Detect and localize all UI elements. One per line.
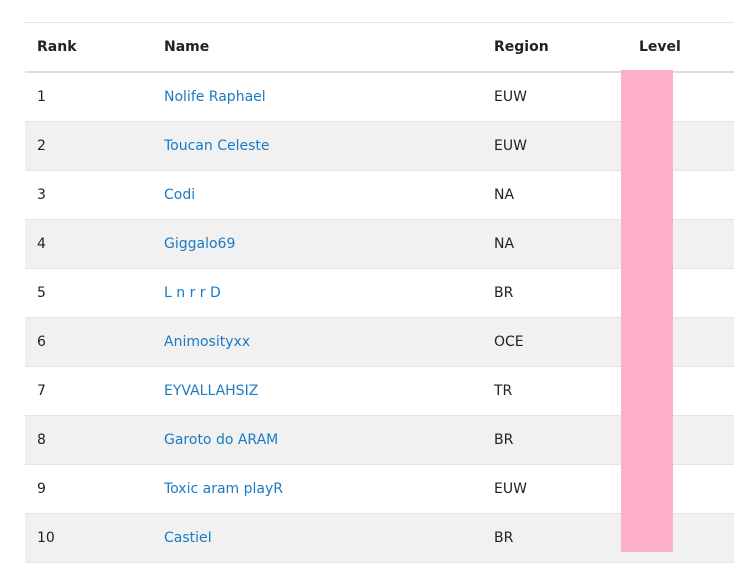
region-cell: TR	[494, 383, 513, 399]
name-cell: Animosityxx	[164, 318, 250, 366]
region-cell: EUW	[494, 138, 527, 154]
table-body: 1 Nolife Raphael EUW 2 Toucan Celeste EUW 3 Cod…	[25, 73, 734, 563]
region-cell: BR	[494, 530, 514, 546]
table-row: 4 Giggalo69 NA	[25, 220, 734, 269]
top-link[interactable]: …	[36, 0, 49, 4]
table-row: 8 Garoto do ARAM BR	[25, 416, 734, 465]
table-row: 9 Toxic aram playR EUW	[25, 465, 734, 514]
name-cell: Toxic aram playR	[164, 465, 283, 513]
level-column-overlay	[621, 70, 673, 552]
name-cell: CastieI	[164, 514, 212, 562]
name-cell: Garoto do ARAM	[164, 416, 278, 464]
name-cell: L n r r D	[164, 269, 221, 317]
region-cell: BR	[494, 432, 514, 448]
name-cell: Giggalo69	[164, 220, 235, 268]
player-name-link[interactable]: Codi	[164, 187, 196, 203]
rank-cell: 5	[37, 285, 46, 301]
rank-cell: 3	[37, 187, 46, 203]
table-row: 6 Animosityxx OCE	[25, 318, 734, 367]
player-name-link[interactable]: Nolife Raphael	[164, 89, 266, 105]
player-name-link[interactable]: EYVALLAHSIZ	[164, 383, 259, 399]
player-name-link[interactable]: L n r r D	[164, 285, 221, 301]
region-cell: NA	[494, 236, 515, 252]
table-row: 1 Nolife Raphael EUW	[25, 73, 734, 122]
region-cell: NA	[494, 187, 515, 203]
table-row: 10 CastieI BR	[25, 514, 734, 563]
region-cell: OCE	[494, 334, 524, 350]
table-row: 7 EYVALLAHSIZ TR	[25, 367, 734, 416]
player-name-link[interactable]: Animosityxx	[164, 334, 251, 350]
name-cell: Codi	[164, 171, 195, 219]
player-name-link[interactable]: Giggalo69	[164, 236, 236, 252]
rank-cell: 10	[37, 530, 55, 546]
table-header-row: Rank Name Region Level	[25, 23, 734, 73]
header-region[interactable]: Region	[494, 39, 549, 55]
rank-cell: 9	[37, 481, 46, 497]
region-cell: EUW	[494, 481, 527, 497]
table-row: 5 L n r r D BR	[25, 269, 734, 318]
name-cell: Toucan Celeste	[164, 122, 270, 170]
header-name[interactable]: Name	[164, 39, 210, 55]
table-row: 3 Codi NA	[25, 171, 734, 220]
rank-cell: 6	[37, 334, 46, 350]
header-level[interactable]: Level	[639, 39, 681, 55]
player-name-link[interactable]: Garoto do ARAM	[164, 432, 279, 448]
rank-cell: 2	[37, 138, 46, 154]
table-row: 2 Toucan Celeste EUW	[25, 122, 734, 171]
rank-cell: 1	[37, 89, 46, 105]
rank-cell: 8	[37, 432, 46, 448]
rank-cell: 4	[37, 236, 46, 252]
region-cell: BR	[494, 285, 514, 301]
name-cell: Nolife Raphael	[164, 73, 266, 121]
header-rank[interactable]: Rank	[37, 39, 77, 55]
leaderboard-table: Rank Name Region Level 1 Nolife Raphael EU…	[25, 22, 734, 563]
player-name-link[interactable]: Toxic aram playR	[164, 481, 283, 497]
region-cell: EUW	[494, 89, 527, 105]
player-name-link[interactable]: CastieI	[164, 530, 212, 546]
player-name-link[interactable]: Toucan Celeste	[164, 138, 270, 154]
name-cell: EYVALLAHSIZ	[164, 367, 258, 415]
rank-cell: 7	[37, 383, 46, 399]
